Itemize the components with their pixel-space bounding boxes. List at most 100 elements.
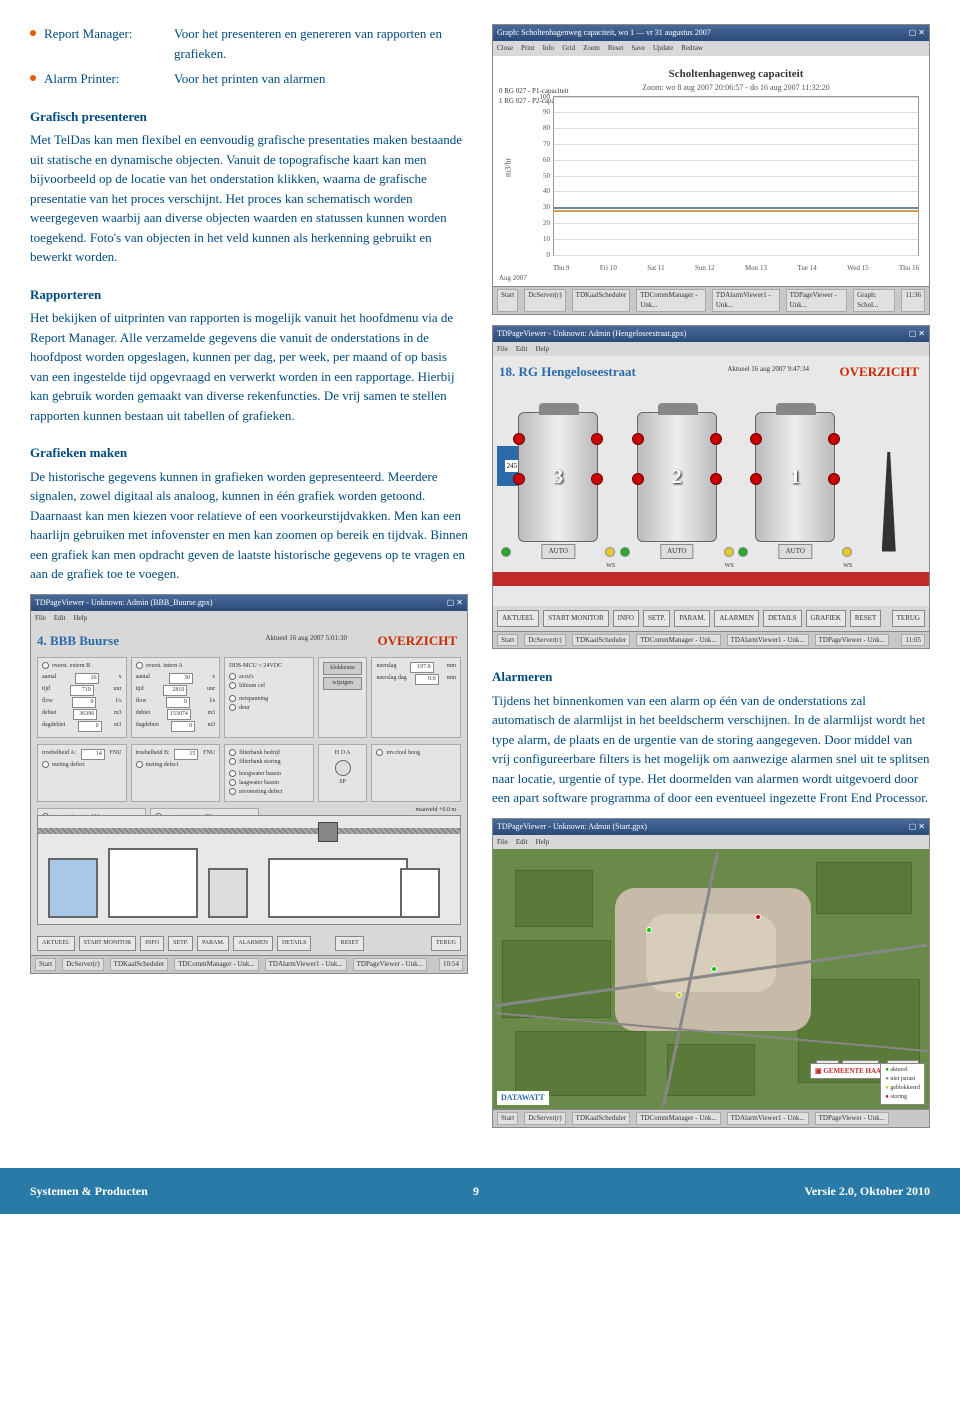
btn-reset[interactable]: RESET (850, 610, 881, 627)
window-controls[interactable]: ▢ ✕ (909, 821, 925, 833)
btn-start-monitor[interactable]: START MONITOR (543, 610, 608, 627)
taskbar-item[interactable]: TDKaalScheduler (572, 634, 631, 647)
taskbar-item[interactable]: TDAlarmViewer1 - Unk... (727, 1112, 809, 1125)
cross-section-diagram: maaiveld +0.0 m (37, 815, 461, 925)
brand-datawatt: DATAWATT (497, 1091, 549, 1105)
chart-xmonth: Aug 2007 (499, 273, 527, 284)
menubar[interactable]: File Edit Help (31, 611, 467, 626)
chart-plot-area: Scholtenhagenweg capaciteit Zoom: wo 8 a… (493, 56, 929, 286)
btn-redraw[interactable]: Redraw (681, 43, 703, 54)
btn-alarmen[interactable]: ALARMEN (233, 936, 273, 951)
body-grafisch: Met TelDas kan men flexibel en eenvoudig… (30, 130, 468, 267)
taskbar[interactable]: Start DcServer(r) TDKaalScheduler TDComm… (493, 631, 929, 649)
menubar[interactable]: File Edit Help (493, 835, 929, 850)
taskbar-item[interactable]: TDPageViewer - Unk... (815, 634, 889, 647)
btn-reset[interactable]: RESET (335, 936, 363, 951)
menubar[interactable]: File Edit Help (493, 342, 929, 357)
heading-alarmeren: Alarmeren (492, 667, 930, 687)
page-footer: Systemen & Producten 9 Versie 2.0, Oktob… (0, 1168, 960, 1214)
btn-print[interactable]: Print (521, 43, 535, 54)
taskbar-item[interactable]: TDAlarmViewer1 - Unk... (727, 634, 809, 647)
screenshot-hengeloseestraat: TDPageViewer - Unknown: Admin (Hengelose… (492, 325, 930, 650)
taskbar-item[interactable]: TDKaalScheduler (572, 289, 631, 312)
btn-alarmen[interactable]: ALARMEN (714, 610, 759, 627)
panel-dds-mcu: DDS-MCU ○ 24VDC accu's lithium cel netsp… (224, 657, 314, 738)
taskbar-item[interactable]: TDCommManager - Unk... (636, 289, 706, 312)
btn-grafiek[interactable]: GRAFIEK (806, 610, 846, 627)
aerial-map[interactable]: BBB's GEMALEN BUURSE ▣ GEMEENTE HAAKSBER… (493, 849, 929, 1109)
heading-rapporteren: Rapporteren (30, 285, 468, 305)
taskbar-item[interactable]: TDAlarmViewer1 - Unk... (712, 289, 780, 312)
navigation-buttons[interactable]: AKTUEEL START MONITOR INFO SETP. PARAM. … (493, 606, 929, 631)
menu-file[interactable]: File (35, 613, 46, 624)
taskbar-item[interactable]: TDCommManager - Unk... (636, 1112, 720, 1125)
taskbar-item[interactable]: DcServer(r) (524, 1112, 565, 1125)
chart-toolbar[interactable]: Close Print Info Grid Zoom Reset Save Up… (493, 41, 929, 56)
menu-edit[interactable]: Edit (54, 613, 66, 624)
map-legend: ● aktueel ● niet parast ● geblokkeerd ● … (880, 1063, 925, 1105)
bullet-alarm-printer: Alarm Printer: Voor het printen van alar… (30, 69, 468, 89)
taskbar-item[interactable]: DcServer(r) (524, 634, 565, 647)
taskbar-item[interactable]: TDPageViewer - Unk... (353, 958, 427, 971)
btn-zoom[interactable]: Zoom (583, 43, 600, 54)
window-title: TDPageViewer - Unknown: Admin (Hengelose… (497, 328, 686, 340)
taskbar-start[interactable]: Start (497, 289, 518, 312)
taskbar-item[interactable]: TDCommManager - Unk... (174, 958, 258, 971)
btn-grid[interactable]: Grid (562, 43, 575, 54)
bullet-report-manager: Report Manager: Voor het presenteren en … (30, 24, 468, 63)
taskbar-start[interactable]: Start (497, 1112, 518, 1125)
overzicht-label: OVERZICHT (840, 362, 919, 382)
taskbar-item[interactable]: TDPageViewer - Unk... (815, 1112, 889, 1125)
btn-terug[interactable]: TERUG (431, 936, 461, 951)
taskbar-start[interactable]: Start (497, 634, 518, 647)
btn-param[interactable]: PARAM. (674, 610, 710, 627)
btn-info[interactable]: INFO (613, 610, 639, 627)
btn-details[interactable]: DETAILS (277, 936, 312, 951)
taskbar-item[interactable]: DcServer(r) (62, 958, 103, 971)
btn-close[interactable]: Close (497, 43, 513, 54)
taskbar[interactable]: Start DcServer(r) TDKaalScheduler TDComm… (31, 955, 467, 973)
btn-terug[interactable]: TERUG (892, 610, 925, 627)
taskbar-item[interactable]: TDKaalScheduler (110, 958, 169, 971)
btn-setp[interactable]: SETP. (643, 610, 670, 627)
btn-start-monitor[interactable]: START MONITOR (79, 936, 136, 951)
panel-klokkeuze[interactable]: klokkeuze wijzigen (318, 657, 368, 738)
btn-param[interactable]: PARAM. (197, 936, 229, 951)
menu-help[interactable]: Help (74, 613, 88, 624)
btn-info[interactable]: Info (543, 43, 555, 54)
taskbar-item[interactable]: TDCommManager - Unk... (636, 634, 720, 647)
btn-details[interactable]: DETAILS (763, 610, 802, 627)
btn-update[interactable]: Update (653, 43, 673, 54)
taskbar-item[interactable]: DcServer(r) (524, 289, 565, 312)
chart-title: Scholtenhagenweg capaciteit (553, 66, 919, 83)
menu-help[interactable]: Help (536, 837, 550, 848)
menu-help[interactable]: Help (536, 344, 550, 355)
heading-grafieken: Grafieken maken (30, 443, 468, 463)
panel-hoa: H O A SP (318, 744, 368, 802)
body-rapporteren: Het bekijken of uitprinten van rapporten… (30, 308, 468, 425)
taskbar-item[interactable]: TDKaalScheduler (572, 1112, 631, 1125)
taskbar-item[interactable]: TDAlarmViewer1 - Unk... (265, 958, 347, 971)
taskbar-item[interactable]: TDPageViewer - Unk... (786, 289, 847, 312)
menu-file[interactable]: File (497, 344, 508, 355)
taskbar[interactable]: Start DcServer(r) TDKaalScheduler TDComm… (493, 1109, 929, 1127)
btn-setp[interactable]: SETP. (168, 936, 193, 951)
btn-info[interactable]: INFO (140, 936, 164, 951)
menu-file[interactable]: File (497, 837, 508, 848)
chart-xlabels: Thu 9Fri 10Sat 11Sun 12Mon 13Tue 14Wed 1… (553, 263, 919, 274)
menu-edit[interactable]: Edit (516, 837, 528, 848)
panel-overst-extern-b: overst. extern B aantal16x tijd719uur fl… (37, 657, 127, 738)
window-controls[interactable]: ▢ ✕ (447, 597, 463, 609)
menu-edit[interactable]: Edit (516, 344, 528, 355)
window-controls[interactable]: ▢ ✕ (909, 27, 925, 39)
btn-aktueel[interactable]: AKTUEEL (497, 610, 539, 627)
btn-aktueel[interactable]: AKTUEEL (37, 936, 75, 951)
btn-save[interactable]: Save (631, 43, 645, 54)
taskbar[interactable]: Start DcServer(r) TDKaalScheduler TDComm… (493, 286, 929, 314)
navigation-buttons[interactable]: AKTUEEL START MONITOR INFO SETP. PARAM. … (37, 936, 461, 951)
btn-reset[interactable]: Reset (608, 43, 624, 54)
screenshot-bbb-buurse: TDPageViewer - Unknown: Admin (BBB_Buurs… (30, 594, 468, 974)
taskbar-start[interactable]: Start (35, 958, 56, 971)
window-controls[interactable]: ▢ ✕ (909, 328, 925, 340)
taskbar-item[interactable]: Graph: Schol... (853, 289, 895, 312)
